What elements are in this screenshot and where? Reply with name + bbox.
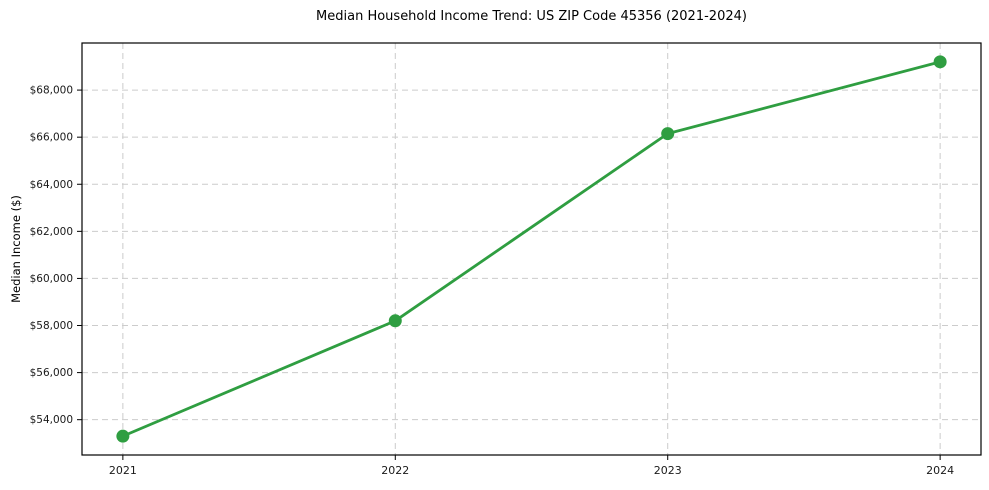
series-median-income	[116, 55, 947, 443]
chart-title: Median Household Income Trend: US ZIP Co…	[316, 9, 747, 24]
x-tick-label: 2021	[109, 464, 137, 477]
y-tick-label: $56,000	[30, 367, 73, 379]
x-axis: 2021 2022 2023 2024	[109, 455, 954, 477]
x-tick-label: 2024	[926, 464, 954, 477]
data-point-2022	[388, 314, 402, 328]
y-tick-label: $68,000	[30, 85, 73, 97]
y-axis: $54,000 $56,000 $58,000 $60,000 $62,000 $64,0…	[30, 85, 82, 426]
data-point-2021	[116, 429, 130, 443]
data-point-2024	[933, 55, 947, 69]
y-tick-label: $62,000	[30, 226, 73, 238]
y-tick-label: $64,000	[30, 179, 73, 191]
plot-border	[81, 42, 982, 456]
data-point-2023	[661, 127, 675, 141]
grid-lines	[82, 43, 981, 455]
x-tick-label: 2022	[381, 464, 409, 477]
y-tick-label: $58,000	[30, 320, 73, 332]
y-tick-label: $54,000	[30, 414, 73, 426]
x-tick-label: 2023	[654, 464, 682, 477]
trend-line	[121, 60, 942, 438]
y-tick-label: $66,000	[30, 132, 73, 144]
y-tick-label: $60,000	[30, 273, 73, 285]
